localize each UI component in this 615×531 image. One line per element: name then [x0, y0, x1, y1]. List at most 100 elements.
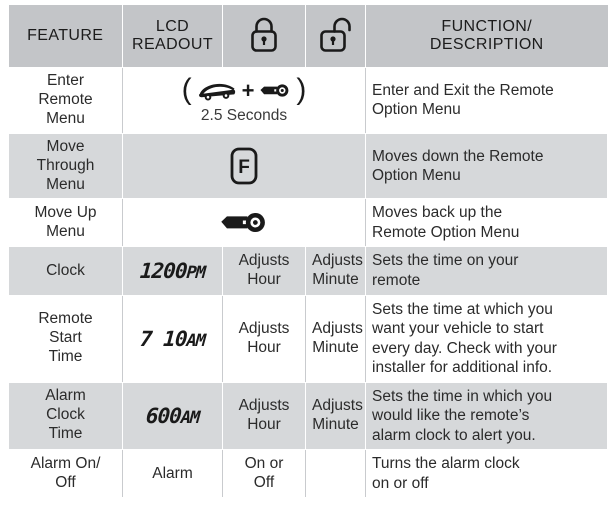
lock-line: Adjusts	[238, 396, 290, 414]
feature-table-container: FEATURE LCD READOUT	[8, 4, 608, 528]
table-row: Alarm Clock Time 600AM Adjusts Hour Adjusts Min…	[8, 381, 608, 451]
lcd-ampm: AM	[185, 330, 206, 351]
cell-lcd-readout: F	[122, 132, 366, 200]
cell-description: Enter and Exit the Remote Option Menu	[365, 67, 608, 134]
lock-line: Hour	[247, 338, 281, 356]
feature-line: Menu	[46, 109, 85, 127]
feature-line: Time	[48, 425, 83, 443]
cell-description: Sets the time in which you would like the…	[365, 381, 608, 451]
header-row: FEATURE LCD READOUT	[8, 4, 608, 68]
key-icon	[219, 211, 269, 234]
cell-lcd-readout: ( +) 2.5 Seconds	[122, 67, 366, 134]
feature-line: Start	[49, 329, 82, 347]
padlock-closed-icon	[247, 15, 281, 53]
header-label-func-line1: FUNCTION/	[441, 18, 533, 36]
key-icon	[259, 83, 291, 98]
cell-description: Turns the alarm clock on or off	[365, 449, 608, 499]
description-line: remote	[372, 271, 421, 289]
plus-sign: +	[241, 77, 255, 103]
lcd-fkey: F	[129, 146, 359, 186]
cell-lcd-readout: 1200PM	[122, 246, 223, 296]
header-cell-function-description: FUNCTION/ DESCRIPTION	[365, 4, 608, 68]
header-cell-lcd-readout: LCD READOUT	[122, 4, 223, 68]
cell-lcd-readout: Alarm	[122, 449, 223, 499]
lcd-digits: 600	[144, 403, 182, 428]
description-line: Sets the time at which you	[372, 300, 553, 318]
cell-lock-action: Adjusts Hour	[222, 381, 306, 451]
description-line: want your vehicle to start	[372, 320, 544, 338]
cell-feature: Move Up Menu	[8, 198, 123, 248]
unlock-line: Adjusts	[312, 396, 363, 414]
lcd-readout-value: 7 10AM	[139, 327, 206, 351]
car-icon	[197, 81, 237, 101]
unlock-line: Adjusts	[312, 319, 363, 337]
feature-line: Clock	[46, 406, 85, 424]
description-line: Option Menu	[372, 167, 461, 185]
description-line: Sets the time in which you	[372, 387, 553, 405]
feature-line: Alarm	[45, 387, 86, 405]
unlock-line: Minute	[312, 338, 359, 356]
lock-line: Off	[253, 473, 275, 491]
cell-feature: Enter Remote Menu	[8, 67, 123, 134]
feature-line: Time	[48, 347, 83, 365]
table-row: Alarm On/Off Alarm On or Off Turns the alar…	[8, 449, 608, 499]
feature-line: Through	[36, 156, 95, 174]
feature-line: Remote	[38, 90, 93, 108]
description-line: would like the remote’s	[372, 407, 530, 425]
description-line: Moves down the Remote	[372, 147, 544, 165]
feature-line: Alarm On/	[30, 454, 101, 472]
lcd-ampm: PM	[185, 262, 206, 283]
lcd-combo: ( +) 2.5 Seconds	[129, 72, 359, 125]
cell-description: Moves down the Remote Option Menu	[365, 132, 608, 200]
description-line: Moves back up the	[372, 204, 503, 222]
paren-open: (	[181, 72, 192, 106]
paren-close: )	[296, 72, 307, 106]
unlock-line	[312, 464, 359, 483]
cell-feature: Move Through Menu	[8, 132, 123, 200]
description-line: Remote Option Menu	[372, 223, 520, 241]
lcd-combo-symbols: ( +)	[181, 72, 307, 106]
cell-unlock-action: Adjusts Minute	[305, 294, 366, 383]
cell-lock-action: On or Off	[222, 449, 306, 499]
unlock-line: Minute	[312, 270, 359, 288]
lcd-digits: 1200	[139, 258, 188, 283]
feature-line: Off	[55, 473, 76, 491]
description-line: alarm clock to alert you.	[372, 426, 536, 444]
cell-feature: Alarm Clock Time	[8, 381, 123, 451]
lcd-digits: 7 10	[139, 326, 188, 351]
cell-feature: Clock	[8, 246, 123, 296]
cell-lcd-readout	[122, 198, 366, 248]
feature-line: Clock	[46, 261, 85, 279]
cell-unlock-action: Adjusts Minute	[305, 381, 366, 451]
unlock-line: Minute	[312, 415, 359, 433]
lock-line: Adjusts	[238, 252, 290, 270]
table-header: FEATURE LCD READOUT	[8, 4, 608, 68]
lock-line: Hour	[247, 270, 281, 288]
cell-feature: Remote Start Time	[8, 294, 123, 383]
lcd-key	[129, 211, 359, 234]
cell-lock-action: Adjusts Hour	[222, 246, 306, 296]
header-cell-feature: FEATURE	[8, 4, 123, 68]
description-line: installer for additional info.	[372, 359, 553, 377]
header-label-lcd-line1: LCD	[155, 18, 190, 36]
svg-text:F: F	[238, 157, 250, 178]
description-line: Turns the alarm clock	[372, 455, 520, 473]
description-line: Sets the time on your	[372, 252, 519, 270]
feature-line: Menu	[46, 222, 85, 240]
cell-description: Sets the time on your remote	[365, 246, 608, 296]
table-row: Move Up Menu Moves back up the Remote Optio…	[8, 198, 608, 248]
lcd-readout-value: 600AM	[145, 404, 200, 428]
cell-unlock-action: Adjusts Minute	[305, 246, 366, 296]
cell-feature: Alarm On/Off	[8, 449, 123, 499]
feature-line: Enter	[46, 72, 85, 89]
cell-lock-action: Adjusts Hour	[222, 294, 306, 383]
lcd-seconds-label: 2.5 Seconds	[200, 106, 288, 124]
lock-line: Hour	[247, 415, 281, 433]
description-line: on or off	[372, 474, 429, 492]
table-row: Enter Remote Menu ( +) 2.5 Seconds Enter and E…	[8, 67, 608, 134]
cell-description: Moves back up the Remote Option Menu	[365, 198, 608, 248]
cell-unlock-action	[305, 449, 366, 499]
header-cell-lock	[222, 4, 306, 68]
padlock-open-icon	[317, 15, 355, 53]
lcd-readout-value: 1200PM	[139, 259, 206, 283]
